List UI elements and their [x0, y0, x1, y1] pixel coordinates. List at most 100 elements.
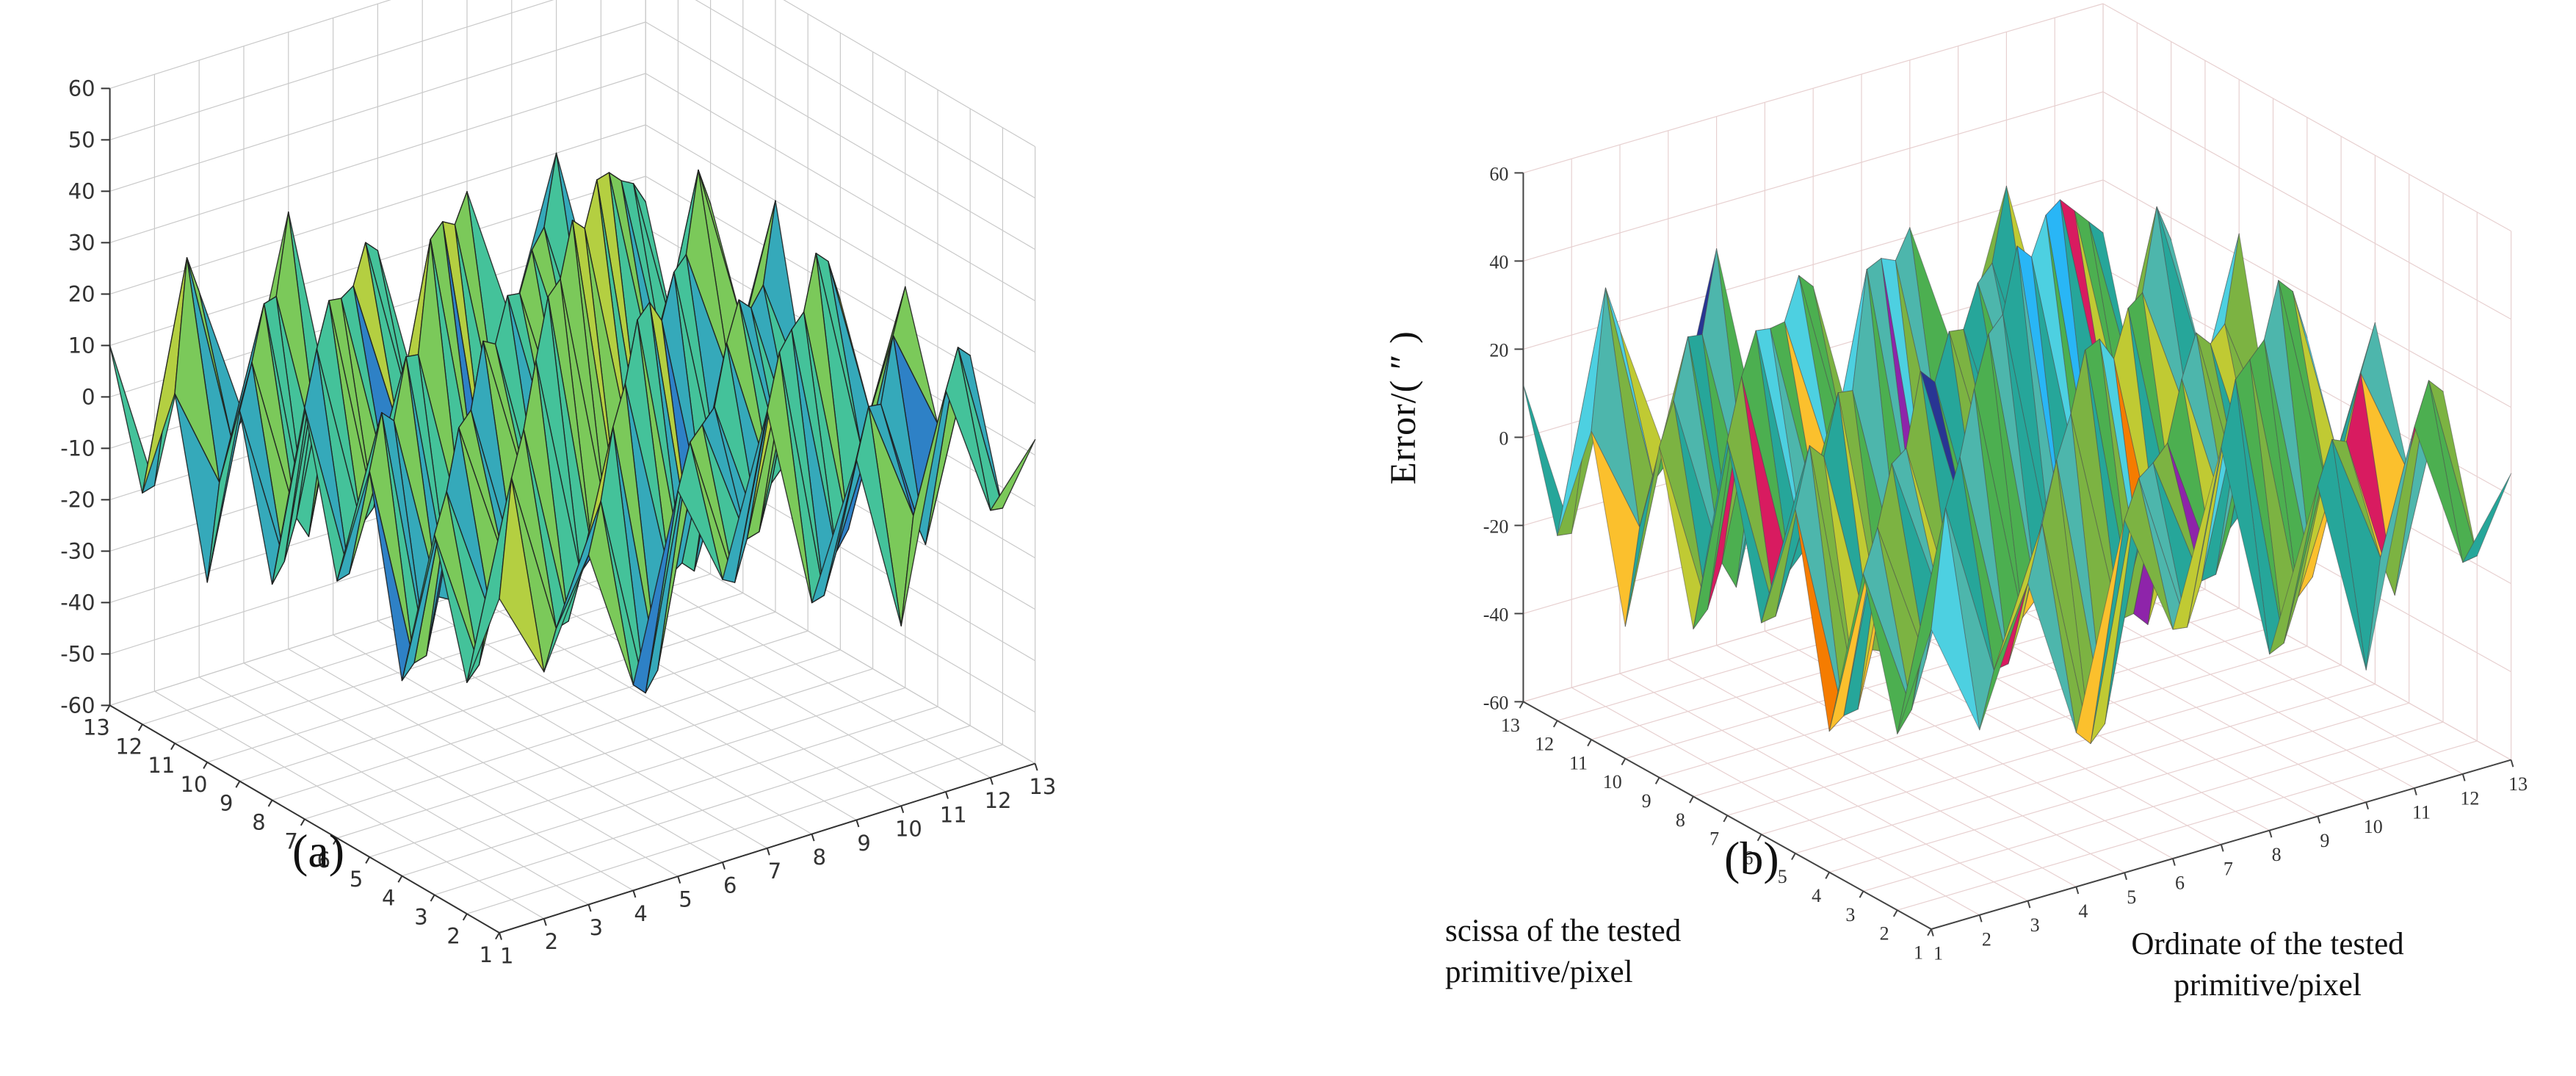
front-axes — [105, 704, 1038, 940]
x-tick-label: 13 — [1501, 715, 1520, 736]
y-tick-label: 6 — [2175, 873, 2185, 894]
x-tick-label: 13 — [83, 715, 110, 740]
x-tick-label: 6 — [317, 848, 330, 873]
z-tick-label: -40 — [60, 590, 95, 615]
surface-facet — [1979, 583, 2029, 731]
y-tick-label: 10 — [2364, 816, 2383, 837]
x-tick-label: 9 — [1642, 790, 1651, 812]
x-tick-label: 4 — [382, 886, 395, 911]
z-axis — [1514, 172, 1524, 703]
y-tick-label: 1 — [500, 943, 513, 968]
x-tick-label: 3 — [414, 904, 427, 929]
z-tick-label: 40 — [1489, 251, 1508, 272]
x-tick-label: 10 — [1603, 771, 1622, 792]
z-tick-label: -60 — [60, 693, 95, 718]
y-tick-label: 11 — [940, 802, 967, 827]
y-tick-label: 6 — [723, 873, 737, 898]
y-tick-label: 2 — [545, 929, 558, 954]
x-tick-label: 9 — [220, 791, 233, 816]
z-tick-label: -10 — [60, 436, 95, 461]
surface-facet — [990, 438, 1036, 511]
x-tick-label: 2 — [446, 923, 460, 948]
y-tick-label: 13 — [2508, 773, 2528, 795]
surface-facet — [945, 347, 991, 511]
z-tick-label: -20 — [60, 487, 95, 512]
surface-facet — [900, 390, 947, 627]
surface-facet — [811, 459, 858, 604]
x-tick-label: 3 — [1845, 904, 1855, 925]
x-tick-label: 4 — [1812, 885, 1821, 906]
surface-facet — [587, 500, 634, 686]
x-axis-label-b: scissa of the tested primitive/pixel — [1445, 911, 1681, 993]
y-tick-label: 1 — [1933, 943, 1943, 964]
z-tick-label: 40 — [68, 178, 95, 203]
z-tick-label: 0 — [82, 384, 95, 409]
surface-facet — [2269, 485, 2318, 655]
x-tick-label: 6 — [1743, 847, 1753, 868]
y-tick-label: 3 — [2030, 914, 2040, 936]
y-tick-label: 12 — [985, 788, 1012, 813]
y-tick-label: 4 — [2078, 900, 2088, 922]
y-tick-label: 13 — [1029, 774, 1056, 799]
x-tick-label: 1 — [480, 942, 493, 967]
y-tick-label: 3 — [590, 915, 603, 940]
surface-facet — [632, 490, 679, 694]
z-tick-label: 50 — [68, 127, 95, 152]
z-tick-label: -20 — [1483, 516, 1509, 537]
surface-facet — [2172, 447, 2222, 630]
surface-mesh — [1522, 185, 2512, 744]
y-tick-label: 8 — [2272, 844, 2282, 865]
surface-facet — [2317, 438, 2367, 671]
y-tick-label: 4 — [634, 901, 647, 926]
panel-a-caption: (a) — [292, 825, 345, 877]
surface-facet — [855, 405, 902, 627]
x-tick-label: 11 — [1569, 752, 1588, 773]
y-tick-label: 7 — [2224, 858, 2233, 879]
z-axis-label-b: Error/( ″ ) — [1382, 331, 1423, 485]
z-tick-label: 20 — [68, 281, 95, 306]
surface-facet — [543, 554, 590, 673]
y-tick-label: 7 — [768, 859, 781, 884]
x-tick-label: 11 — [148, 753, 175, 778]
surface-facet — [2462, 473, 2512, 563]
y-tick-label: 9 — [2320, 830, 2329, 851]
surface-facet — [677, 441, 723, 580]
z-tick-label: -30 — [60, 538, 95, 563]
surface-facet — [1931, 508, 1980, 731]
y-tick-label: 5 — [679, 887, 692, 912]
surface-facet — [499, 477, 545, 673]
z-tick-label: 20 — [1489, 339, 1508, 361]
y-tick-label: 9 — [857, 831, 870, 856]
x-tick-label: 10 — [181, 772, 208, 797]
surface-facet — [2124, 477, 2174, 630]
z-axis — [101, 87, 111, 707]
surface-facet — [2365, 426, 2415, 671]
x-tick-label: 1 — [1914, 942, 1923, 963]
surface-facet — [2027, 524, 2077, 733]
y-axis-label-b: Ordinate of the tested primitive/pixel — [2131, 924, 2403, 1006]
z-tick-label: -40 — [1483, 604, 1509, 625]
panel-b-caption: (b) — [1724, 832, 1779, 884]
x-tick-label: 8 — [252, 809, 265, 834]
surface-facet — [2075, 519, 2125, 744]
y-axis-label-line2: primitive/pixel — [2174, 967, 2362, 1003]
y-axis-label-line1: Ordinate of the tested — [2131, 927, 2404, 961]
x-tick-label: 7 — [1710, 828, 1719, 850]
surface-facet — [2414, 380, 2464, 563]
x-tick-label: 8 — [1676, 809, 1685, 831]
z-tick-label: 10 — [68, 333, 95, 358]
surface-facet — [767, 352, 813, 604]
front-axes — [1519, 701, 2514, 936]
surface-mesh — [109, 152, 1036, 694]
surface-facet — [2221, 379, 2271, 655]
y-tick-label: 11 — [2412, 802, 2431, 823]
x-tick-label: 12 — [115, 734, 142, 759]
x-tick-label: 5 — [350, 867, 363, 892]
